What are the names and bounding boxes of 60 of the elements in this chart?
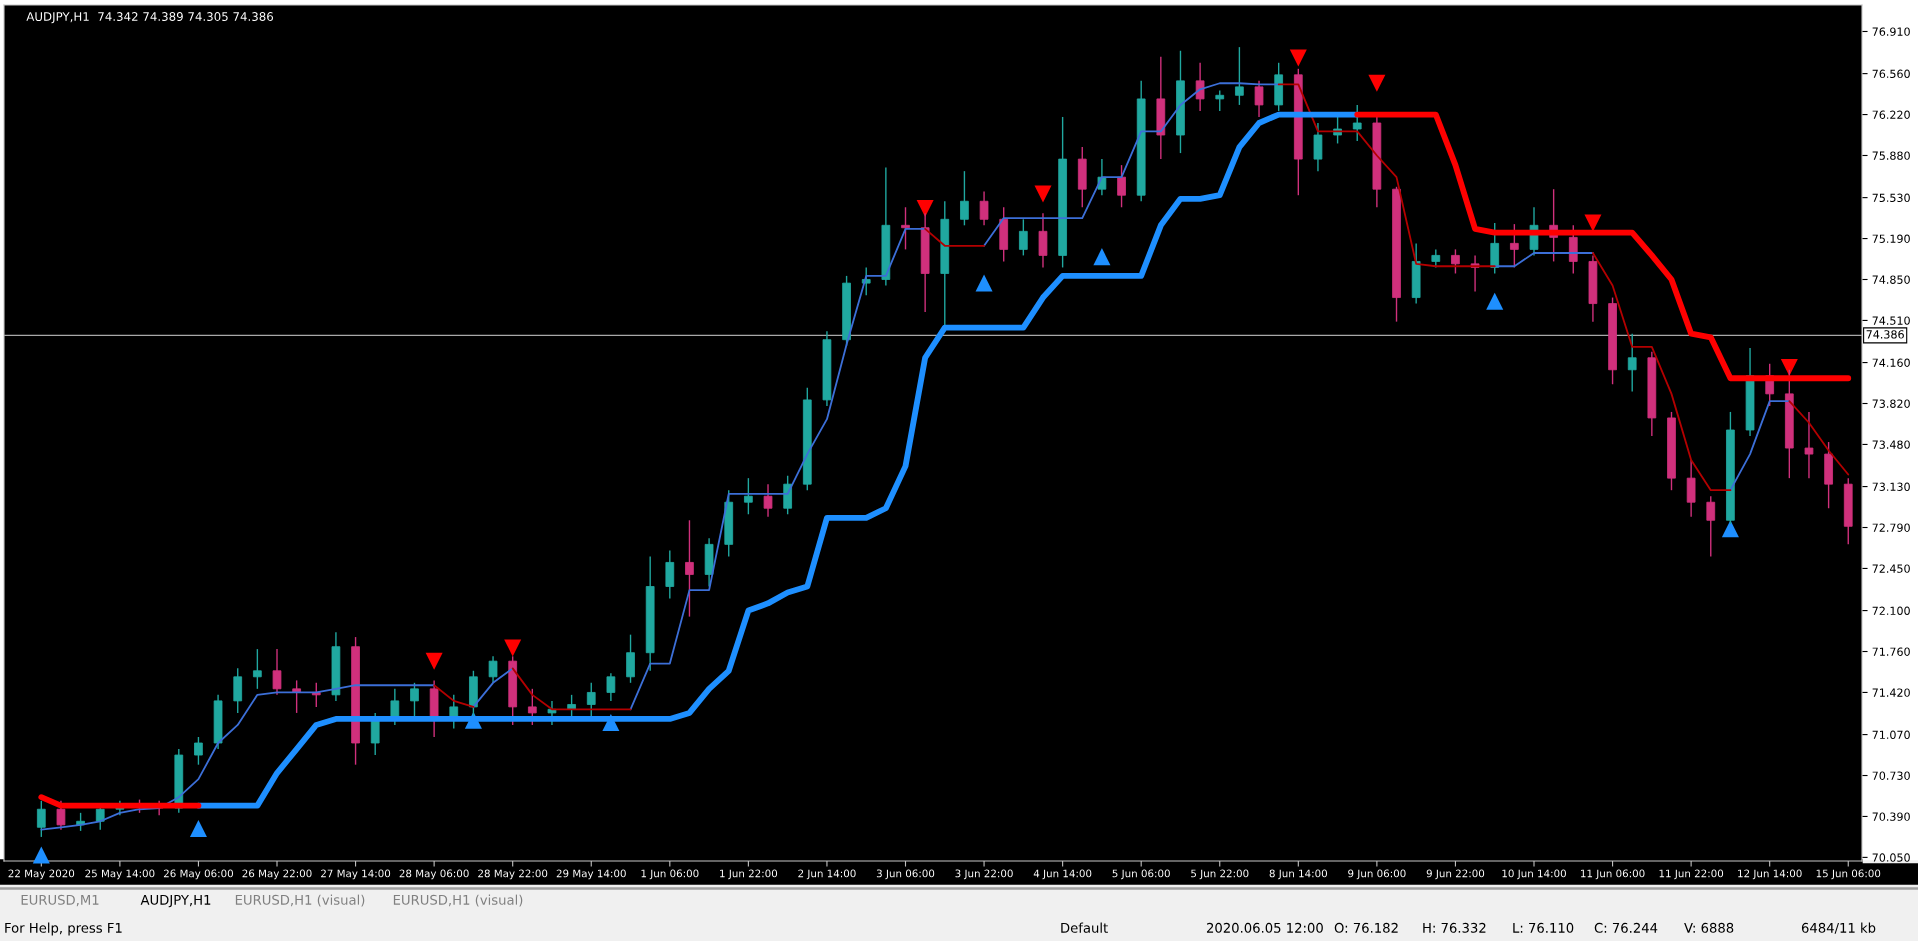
x-tick-label: 22 May 2020 — [8, 869, 75, 880]
y-tick-label: 72.450 — [1872, 564, 1910, 573]
x-tick-label: 12 Jun 14:00 — [1738, 869, 1802, 880]
text: For Help, press F1 — [5, 922, 122, 936]
x-tick-label: 2 Jun 14:00 — [798, 869, 856, 880]
x-tick-label: 26 May 22:00 — [242, 869, 312, 880]
y-tick-label: 70.050 — [1872, 853, 1910, 862]
y-tick-label: 74.850 — [1872, 275, 1910, 284]
x-tick-label: 29 May 14:00 — [556, 869, 626, 880]
y-tick-label: 73.130 — [1872, 482, 1910, 491]
y-tick-label: 71.420 — [1872, 688, 1910, 697]
y-tick-label: 75.880 — [1872, 151, 1910, 160]
text: Default — [1061, 922, 1108, 933]
x-tick-label: 8 Jun 14:00 — [1269, 869, 1328, 880]
y-tick-label: 73.480 — [1872, 440, 1910, 449]
x-tick-label: 5 Jun 06:00 — [1112, 869, 1170, 880]
x-tick-label: 28 May 22:00 — [478, 869, 548, 880]
text: EURUSD,H1 (visual) — [393, 894, 523, 907]
text: EURUSD,M1 — [21, 894, 99, 907]
text: 6484/11 kb — [1801, 922, 1876, 934]
y-tick-label: 70.390 — [1872, 812, 1910, 821]
x-tick-label: 11 Jun 22:00 — [1659, 869, 1724, 880]
text: L: 76.110 — [1513, 922, 1574, 933]
x-tick-label: 1 Jun 06:00 — [641, 869, 699, 880]
y-tick-label: 71.070 — [1872, 730, 1910, 739]
y-tick-label: 76.560 — [1872, 69, 1910, 78]
x-tick-label: 3 Jun 06:00 — [876, 869, 935, 880]
y-tick-label: 75.530 — [1872, 193, 1910, 203]
x-tick-label: 1 Jun 22:00 — [720, 869, 778, 880]
text: 2020.06.05 12:00 — [1206, 922, 1323, 933]
x-tick-label: 9 Jun 22:00 — [1426, 869, 1485, 880]
y-tick-label: 74.510 — [1872, 316, 1910, 325]
x-tick-label: 26 May 06:00 — [163, 869, 233, 880]
text: AUDJPY,H1 74.342 74.389 74.305 74.386 — [26, 12, 274, 24]
text: EURUSD,H1 (visual) — [235, 894, 365, 907]
x-tick-label: 25 May 14:00 — [85, 869, 155, 880]
text: C: 76.244 — [1594, 922, 1658, 933]
text: H: 76.332 — [1423, 922, 1486, 933]
y-tick-label: 72.790 — [1872, 523, 1910, 532]
y-tick-label: 76.910 — [1872, 27, 1910, 36]
y-tick-label: 76.220 — [1872, 110, 1910, 119]
ref-line-label: 74.386 — [1866, 330, 1904, 339]
x-tick-label: 15 Jun 06:00 — [1816, 869, 1881, 880]
x-tick-label: 10 Jun 14:00 — [1502, 869, 1566, 880]
x-tick-label: 3 Jun 22:00 — [955, 869, 1013, 880]
x-tick-label: 11 Jun 06:00 — [1581, 869, 1645, 880]
text: V: 6888 — [1684, 922, 1734, 933]
x-tick-label: 27 May 14:00 — [321, 869, 391, 880]
x-tick-label: 28 May 06:00 — [399, 869, 469, 880]
y-tick-label: 74.160 — [1872, 358, 1910, 367]
y-tick-label: 71.760 — [1872, 647, 1910, 656]
text: O: 76.182 — [1334, 922, 1398, 933]
x-tick-label: 5 Jun 22:00 — [1191, 869, 1249, 880]
y-tick-label: 72.100 — [1872, 606, 1910, 615]
y-tick-label: 73.820 — [1872, 399, 1910, 408]
y-tick-label: 70.730 — [1872, 771, 1910, 780]
x-tick-label: 4 Jun 14:00 — [1033, 869, 1092, 880]
y-tick-label: 75.190 — [1872, 234, 1910, 243]
text: AUDJPY,H1 — [140, 895, 211, 908]
x-tick-label: 9 Jun 06:00 — [1348, 869, 1406, 880]
